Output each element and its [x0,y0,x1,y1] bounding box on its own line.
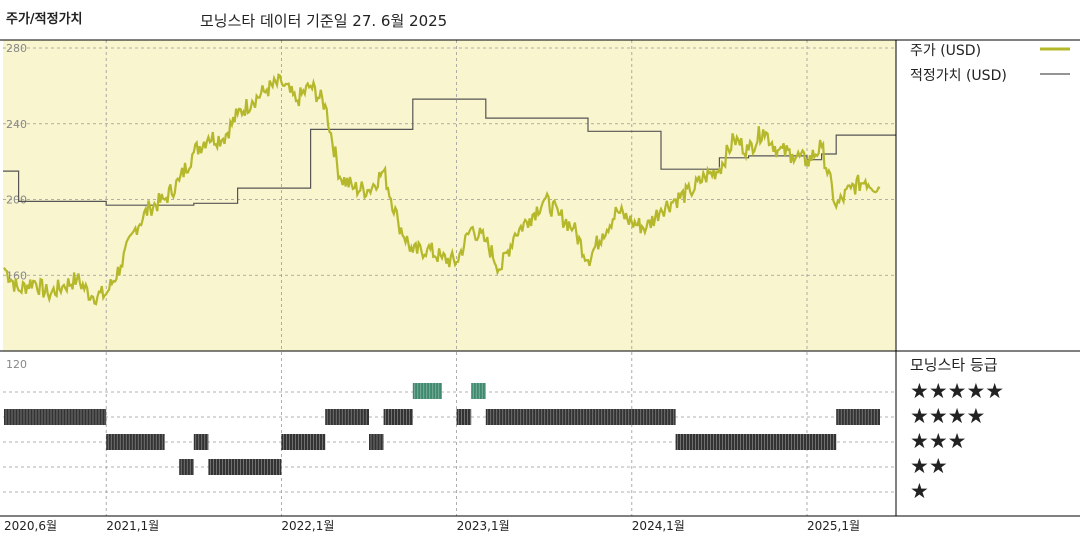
rating-bar-2-star [208,459,282,475]
x-axis-label: 2022,1월 [281,519,334,533]
rating-label-5: ★★★★★ [910,379,1005,403]
rating-bars [4,383,880,475]
rating-bar-4-star [836,409,880,425]
rating-bar-5-star [412,383,442,399]
rating-label-4: ★★★★ [910,404,986,428]
y-tick-label: 120 [6,358,27,371]
x-axis-label: 2023,1월 [457,519,510,533]
price-panel-bg [3,40,896,351]
rating-label-3: ★★★ [910,429,967,453]
rating-bar-3-star [281,434,326,450]
price-line [3,73,881,306]
legend-price-label: 주가 (USD) [910,43,982,59]
x-axis-label: 2025,1월 [807,519,860,533]
x-axis-label: 2021,1월 [106,519,159,533]
x-axis-labels: 2020,6월 2021,1월 2022,1월 2023,1월 2024,1월 2025,… [4,519,860,533]
legend-fair-label: 적정가치 (USD) [910,68,1007,84]
rating-title: 모닝스타 등급 [910,356,998,374]
x-axis-label: 2024,1월 [632,519,685,533]
rating-label-2: ★★ [910,454,948,478]
chart-title: 주가/적정가치 [6,12,83,27]
y-tick-label: 240 [6,118,27,131]
y-tick-label: 280 [6,42,27,55]
data-date-note: 모닝스타 데이터 기준일 27. 6월 2025 [200,12,448,30]
rating-bar-4-star [4,409,107,425]
x-axis-label: 2020,6월 [4,519,57,533]
rating-bar-4-star [383,409,413,425]
y-tick-label: 200 [6,194,27,207]
rating-bar-4-star [325,409,369,425]
rating-label-1: ★ [910,479,929,503]
